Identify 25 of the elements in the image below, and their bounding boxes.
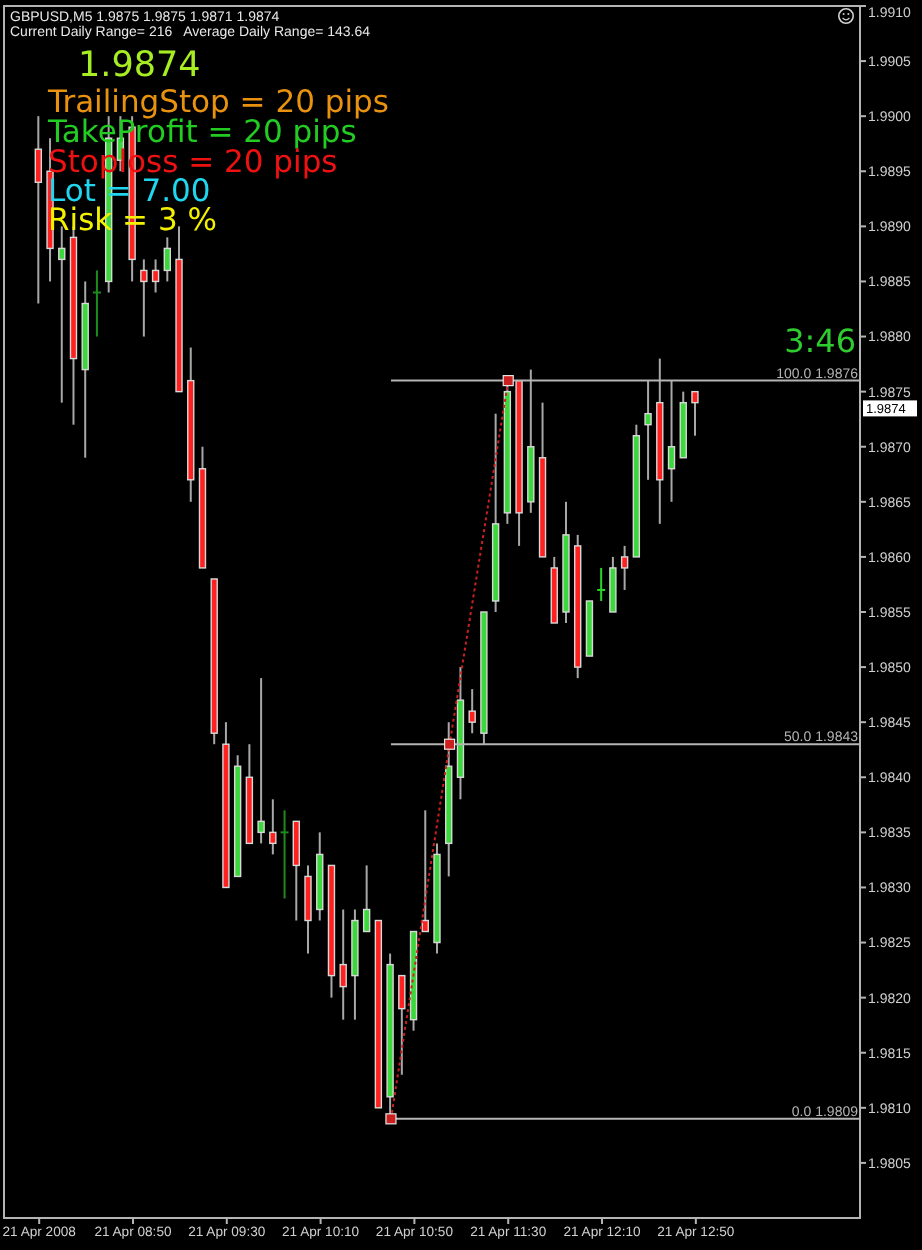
candlestick <box>269 798 277 856</box>
candlestick <box>279 809 290 900</box>
point <box>443 738 456 750</box>
candlestick <box>620 544 629 591</box>
candlestick <box>257 677 265 845</box>
candlestick <box>304 864 312 955</box>
annotation: TrailingStop = 20 pips <box>46 84 389 120</box>
point <box>502 375 514 387</box>
candlestick <box>151 258 160 294</box>
candlestick <box>339 908 347 1021</box>
candlestick <box>609 555 617 613</box>
candlestick <box>91 269 102 338</box>
candlestick <box>140 258 148 338</box>
candlestick <box>398 974 406 1076</box>
candlestick <box>421 809 429 933</box>
point <box>385 1113 397 1125</box>
candlestick <box>596 566 607 602</box>
candlestick <box>34 115 43 305</box>
candlestick <box>163 236 171 283</box>
candlestick <box>468 688 476 735</box>
candlestick <box>362 864 371 933</box>
annotation: 3:46 <box>784 322 856 360</box>
candlestick <box>691 390 699 437</box>
annotation: 1.9874 <box>78 46 201 86</box>
candlestick <box>292 820 300 922</box>
